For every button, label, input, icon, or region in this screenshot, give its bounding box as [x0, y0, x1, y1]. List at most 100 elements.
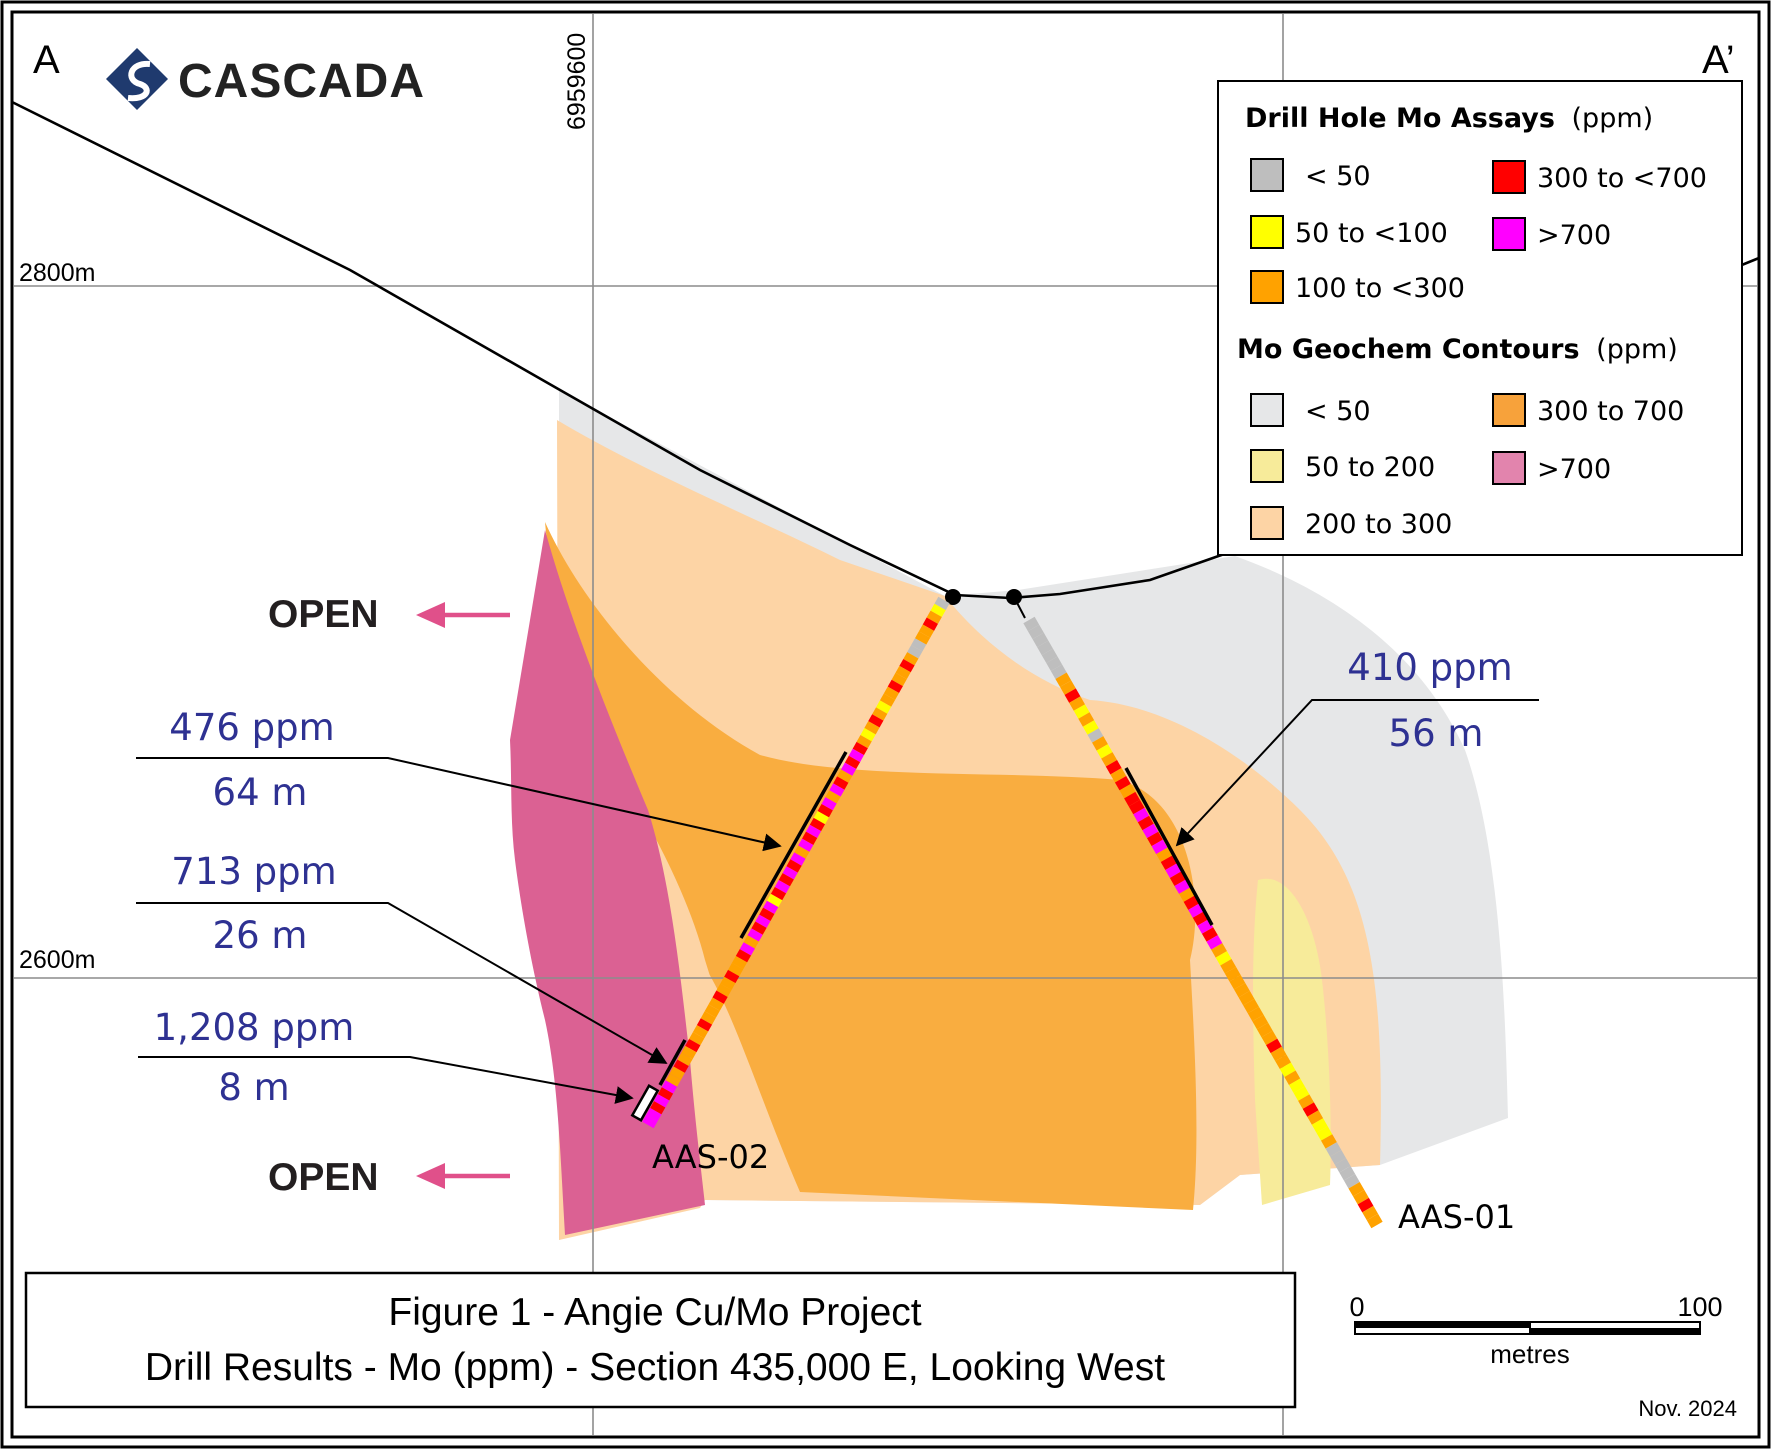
logo-swoosh-icon	[127, 60, 151, 102]
assay-segment	[1023, 616, 1040, 632]
assay-segment	[1302, 1102, 1319, 1117]
assay-segment	[778, 873, 794, 887]
assay-segment	[907, 645, 923, 659]
assay-segment	[895, 665, 911, 680]
assay-segment	[1284, 1070, 1301, 1085]
assay-segment	[1293, 1086, 1310, 1101]
figure-subtitle: Drill Results - Mo (ppm) - Section 435,0…	[145, 1346, 1165, 1389]
assay-segment	[654, 1094, 670, 1108]
assay-segment	[1279, 1062, 1296, 1077]
assay-segment	[1233, 982, 1250, 998]
assay-segment	[1275, 1054, 1292, 1070]
assay-segment	[813, 810, 829, 825]
assay-segment	[770, 886, 787, 901]
intercept-476-value: 476 ppm	[169, 706, 334, 749]
assay-segment	[657, 1087, 674, 1101]
legend-swatch	[1250, 215, 1284, 249]
legend-swatch	[1250, 449, 1284, 483]
assay-segment	[1146, 831, 1163, 847]
open-indicators: OPEN OPEN	[268, 593, 510, 1199]
intercept-bar-713	[658, 1039, 687, 1086]
assay-segment	[879, 693, 896, 707]
legend-label: 200 to 300	[1305, 509, 1452, 540]
scale-bar-fill-2	[1530, 1328, 1700, 1334]
assay-segment	[1288, 1078, 1305, 1093]
assay-segment	[1082, 720, 1099, 735]
assay-segment	[1224, 967, 1241, 982]
assay-segment	[1037, 640, 1053, 656]
legend-swatch	[1492, 217, 1526, 251]
assay-segment	[650, 1101, 666, 1115]
open-label-upper: OPEN	[268, 593, 379, 636]
assay-segment	[840, 762, 857, 776]
assay-segment	[692, 1025, 709, 1039]
assay-segment	[852, 741, 868, 756]
scale-bar: 0 100 metres	[1349, 1292, 1722, 1369]
legend-label: < 50	[1305, 161, 1371, 192]
assay-segment	[1160, 855, 1177, 871]
scale-unit: metres	[1490, 1339, 1569, 1369]
assay-segment	[716, 983, 732, 997]
assay-segment	[1256, 1022, 1273, 1038]
assay-segment	[1357, 1197, 1374, 1213]
assay-segment	[790, 852, 806, 866]
assay-segment	[646, 1107, 662, 1122]
assay-segment	[844, 755, 861, 769]
assay-segment	[1142, 823, 1159, 839]
legend: Drill Hole Mo Assays (ppm) < 50 300 to <7…	[1217, 80, 1743, 556]
legend-assays-heading: Drill Hole Mo Assays (ppm)	[1245, 103, 1653, 134]
legend-swatch	[1492, 160, 1526, 194]
date-label: Nov. 2024	[1638, 1396, 1737, 1421]
intercept-476-length: 64 m	[213, 771, 308, 814]
assay-segment	[1238, 990, 1255, 1006]
assay-segment	[856, 734, 872, 749]
assay-segment	[883, 686, 900, 700]
assay-segment	[1151, 839, 1168, 855]
legend-label: 300 to 700	[1537, 396, 1684, 427]
assay-segment	[918, 624, 935, 638]
intercept-1208-length: 8 m	[218, 1066, 289, 1109]
legend-label: 50 to 200	[1305, 452, 1435, 483]
assay-segment	[1247, 1006, 1264, 1022]
assay-segment	[755, 914, 771, 928]
assay-segment	[833, 776, 849, 790]
assay-segment	[860, 728, 876, 742]
assay-segment	[1096, 744, 1113, 759]
assay-segment	[1211, 943, 1227, 958]
assay-segment	[1179, 887, 1195, 902]
assay-segment	[720, 976, 736, 991]
assay-segment	[794, 845, 810, 859]
intercept-bar-476	[739, 751, 848, 939]
hole-label-aas-01: AAS-01	[1398, 1198, 1515, 1236]
assay-segment	[1192, 911, 1209, 926]
assay-segment	[677, 1052, 693, 1067]
zone-300-700	[545, 522, 1197, 1210]
assay-segment	[696, 1018, 713, 1032]
assay-segment	[661, 1080, 678, 1094]
hole-label-aas-02: AAS-02	[652, 1138, 769, 1176]
assay-segment	[1243, 998, 1260, 1014]
assay-segment	[728, 962, 744, 977]
assay-segment	[1087, 728, 1104, 743]
assay-segment	[864, 721, 880, 735]
legend-label: 50 to <100	[1295, 218, 1448, 249]
logo-wordmark: CASCADA	[178, 55, 425, 108]
assay-segment	[821, 797, 837, 811]
assay-segment	[1128, 799, 1145, 815]
legend-contours-heading: Mo Geochem Contours (ppm)	[1237, 334, 1678, 365]
assay-segment	[1197, 919, 1214, 934]
intercept-bars	[658, 751, 1214, 1086]
assay-segment	[1165, 863, 1182, 878]
assay-segment	[887, 679, 903, 693]
assay-segment	[1055, 672, 1072, 687]
open-arrow-lower-head	[416, 1163, 445, 1189]
assay-segment	[735, 949, 752, 963]
assay-segment	[1105, 760, 1122, 775]
legend-label: 300 to <700	[1537, 163, 1707, 194]
assay-segment	[673, 1059, 689, 1073]
assay-segment	[817, 804, 833, 818]
assay-segment	[1110, 768, 1127, 783]
legend-swatch	[1492, 451, 1526, 485]
legend-assays-unit: (ppm)	[1572, 103, 1654, 134]
